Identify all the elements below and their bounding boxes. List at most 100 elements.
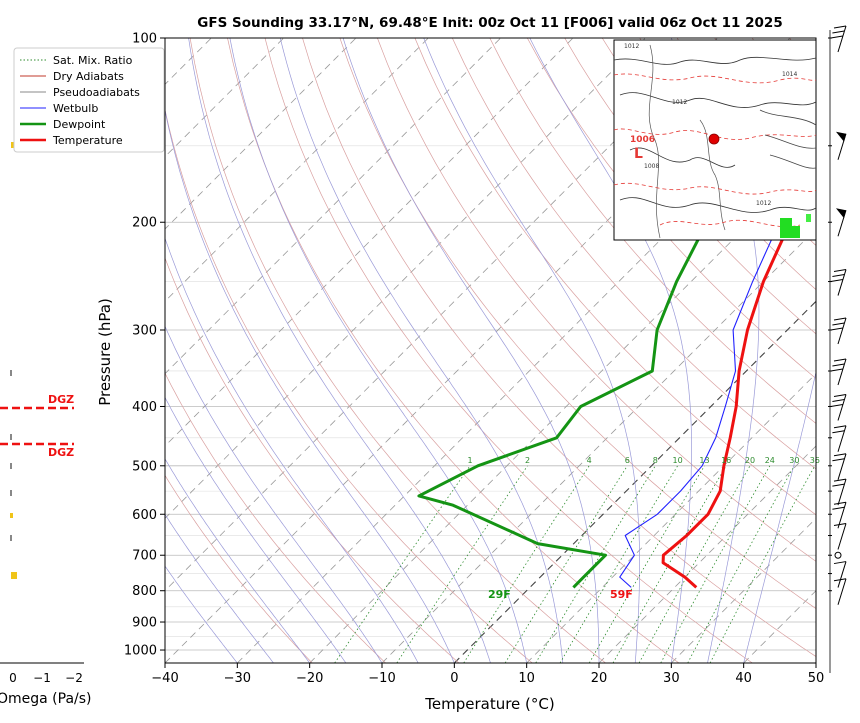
pseudoadiabat [165, 458, 310, 663]
omega-mark [11, 572, 17, 579]
inset-map: 1006 L 1012 1014 1012 1008 1012 [613, 39, 817, 241]
dry-adiabat [414, 38, 816, 516]
legend-entry: Dry Adiabats [53, 70, 124, 83]
mixing-ratio-line [687, 465, 795, 663]
mixing-ratio-label: 20 [745, 456, 755, 465]
map-isotherm [659, 219, 801, 228]
pseudoadiabat [165, 513, 274, 663]
wind-barb [828, 25, 847, 53]
y-tick-label: 900 [132, 616, 157, 631]
mixing-ratio-line [504, 465, 628, 663]
isotherm [598, 445, 816, 663]
pseudoadiabat [165, 237, 419, 663]
omega-mark [10, 513, 13, 518]
mixing-ratio-labels: 1 2 4 6 8 10 13 16 20 24 30 36 [467, 456, 819, 465]
map-precip [780, 218, 792, 238]
isotherm [165, 38, 357, 230]
x-tick-label: 40 [735, 671, 752, 686]
y-tick-label: 300 [132, 324, 157, 339]
isotherm [309, 156, 816, 663]
x-axis-label: Temperature (°C) [424, 695, 554, 713]
map-coastline [619, 92, 816, 108]
isotherm [381, 228, 816, 663]
omega-mark [11, 142, 14, 148]
dry-adiabat [189, 38, 606, 663]
isotherm [165, 38, 429, 302]
mixing-ratio-label: 10 [673, 456, 683, 465]
isotherm [165, 38, 284, 158]
omega-mark [10, 434, 12, 440]
isotherm [165, 38, 574, 447]
map-isobar [769, 154, 816, 169]
isotherm [815, 662, 816, 663]
map-border [648, 44, 661, 239]
omega-tick-1: −1 [33, 671, 51, 685]
zero-isotherm [453, 300, 816, 663]
dry-adiabat [451, 38, 816, 470]
pseudoadiabat [743, 370, 816, 663]
wind-barb [828, 393, 847, 421]
isotherm [165, 38, 501, 375]
mixing-ratio-label: 1 [467, 456, 472, 465]
wind-barb [828, 501, 847, 529]
dry-adiabat [564, 38, 816, 335]
map-isotherm [614, 182, 816, 195]
pseudoadiabat [165, 325, 383, 663]
map-isotherm [614, 128, 816, 140]
wind-barb [828, 208, 847, 237]
x-tick-label: −20 [296, 671, 323, 686]
omega-tick-2: −2 [65, 671, 83, 685]
x-tick-label: 20 [591, 671, 608, 686]
chart-title: GFS Sounding 33.17°N, 69.48°E Init: 00z … [197, 15, 782, 31]
mixing-ratio-label: 4 [587, 456, 592, 465]
sounding-location-marker [708, 133, 720, 145]
mixing-ratio-line [612, 465, 727, 663]
mixing-ratio-label: 13 [699, 456, 709, 465]
mixing-ratio-line [660, 465, 771, 663]
omega-mark [10, 535, 12, 541]
y-axis-label: Pressure (hPa) [96, 298, 114, 406]
inset-low-pressure: 1006 [630, 135, 655, 145]
mixing-ratio-line [463, 465, 590, 663]
omega-mark [10, 463, 12, 469]
inset-isobar-label: 1008 [644, 163, 659, 170]
mixing-ratio-label: 2 [525, 456, 530, 465]
isotherm [526, 373, 816, 663]
dry-adiabat [227, 38, 680, 663]
wind-barb [828, 425, 847, 452]
mixing-ratio-label: 16 [721, 456, 731, 465]
dry-adiabat [302, 38, 816, 657]
omega-mark [10, 370, 12, 376]
x-tick-label: 30 [663, 671, 680, 686]
pseudoadiabat [670, 38, 760, 663]
y-tick-label: 600 [132, 508, 157, 523]
legend: Sat. Mix. Ratio Dry Adiabats Pseudoadiabat… [13, 47, 165, 153]
wind-barb [828, 578, 847, 605]
wind-barb [828, 317, 847, 345]
x-tick-label: 50 [808, 671, 825, 686]
pseudoadiabat [279, 38, 564, 663]
dry-adiabat [165, 257, 460, 663]
y-tick-label: 800 [132, 584, 157, 599]
plot-frame [164, 37, 817, 664]
mixing-ratio-label: 6 [625, 456, 630, 465]
legend-entry: Wetbulb [53, 102, 98, 115]
map-precip [806, 214, 811, 222]
map-coastline [629, 147, 736, 168]
wind-barb [828, 551, 842, 559]
wind-barb [828, 453, 847, 480]
isotherm [165, 38, 646, 519]
dry-adiabat [377, 38, 816, 562]
dry-adiabat [526, 38, 816, 380]
map-isobar [764, 134, 816, 149]
mixing-ratio-line [535, 465, 656, 663]
wind-barbs [828, 25, 847, 673]
y-tick-label: 1000 [124, 644, 157, 659]
mixing-ratio-line [638, 465, 751, 663]
axes: −40 −30 −20 −10 0 10 20 30 40 50 100 200 300 400 500 60… [124, 32, 824, 687]
y-tick-label: 700 [132, 549, 157, 564]
mixing-ratio-line [334, 465, 471, 663]
map-isobar [759, 109, 816, 126]
inset-isobar-label: 1014 [782, 71, 797, 78]
pseudoadiabat [529, 38, 692, 663]
